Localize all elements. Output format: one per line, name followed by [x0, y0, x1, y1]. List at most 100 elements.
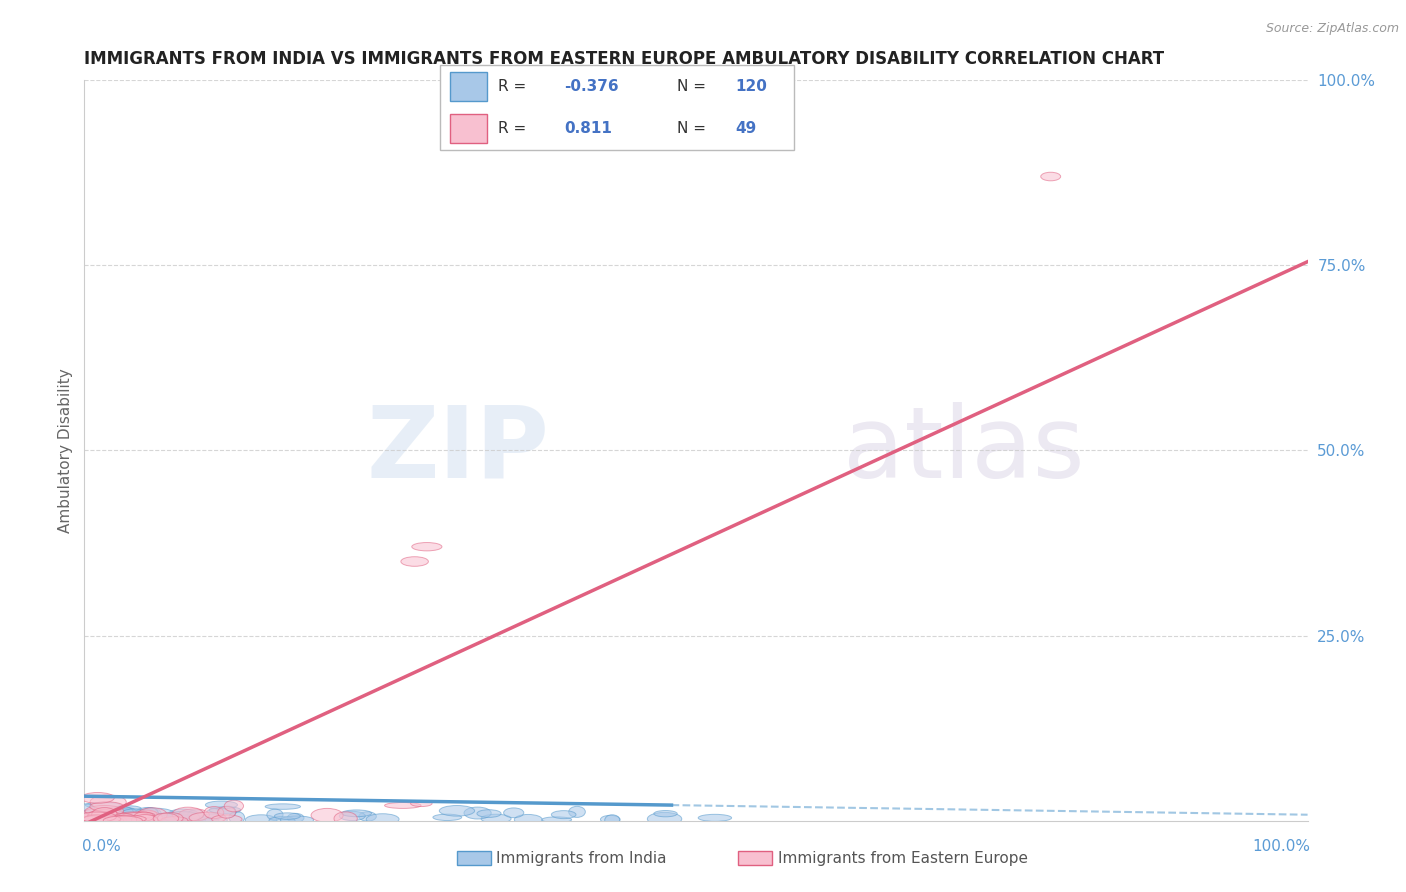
Ellipse shape — [160, 817, 190, 822]
Ellipse shape — [188, 810, 204, 819]
Ellipse shape — [98, 814, 114, 822]
Ellipse shape — [115, 805, 141, 812]
Ellipse shape — [551, 811, 576, 819]
Ellipse shape — [136, 810, 157, 819]
Ellipse shape — [568, 806, 585, 817]
Ellipse shape — [114, 813, 141, 821]
Ellipse shape — [79, 815, 110, 823]
Ellipse shape — [93, 812, 115, 819]
Ellipse shape — [93, 816, 110, 824]
Ellipse shape — [107, 809, 142, 822]
Ellipse shape — [100, 815, 122, 826]
Ellipse shape — [209, 806, 240, 814]
Ellipse shape — [134, 812, 155, 821]
Text: 0.0%: 0.0% — [82, 839, 121, 855]
Ellipse shape — [280, 816, 314, 824]
Ellipse shape — [84, 805, 124, 816]
Ellipse shape — [219, 806, 236, 818]
Text: 49: 49 — [735, 121, 756, 136]
FancyBboxPatch shape — [440, 65, 794, 150]
Ellipse shape — [605, 814, 620, 826]
Ellipse shape — [103, 810, 135, 822]
Ellipse shape — [131, 814, 157, 826]
Ellipse shape — [94, 816, 124, 824]
Text: atlas: atlas — [842, 402, 1084, 499]
Ellipse shape — [101, 812, 120, 824]
Ellipse shape — [79, 816, 108, 825]
Text: Immigrants from Eastern Europe: Immigrants from Eastern Europe — [778, 851, 1028, 865]
Ellipse shape — [107, 815, 146, 822]
Ellipse shape — [155, 814, 183, 823]
Ellipse shape — [91, 814, 108, 825]
Text: R =: R = — [498, 121, 526, 136]
Text: Immigrants from India: Immigrants from India — [496, 851, 666, 865]
Ellipse shape — [118, 812, 155, 819]
Ellipse shape — [160, 815, 180, 821]
Ellipse shape — [267, 809, 283, 821]
Ellipse shape — [76, 817, 105, 824]
Ellipse shape — [75, 813, 101, 822]
Ellipse shape — [134, 814, 163, 822]
Ellipse shape — [167, 814, 184, 823]
Ellipse shape — [114, 814, 149, 826]
Ellipse shape — [229, 812, 245, 823]
Ellipse shape — [111, 814, 136, 826]
Text: IMMIGRANTS FROM INDIA VS IMMIGRANTS FROM EASTERN EUROPE AMBULATORY DISABILITY CO: IMMIGRANTS FROM INDIA VS IMMIGRANTS FROM… — [84, 50, 1164, 68]
Ellipse shape — [90, 815, 117, 822]
Ellipse shape — [515, 814, 543, 825]
Ellipse shape — [98, 814, 118, 827]
Ellipse shape — [120, 809, 149, 822]
Ellipse shape — [118, 814, 149, 823]
Ellipse shape — [167, 814, 194, 827]
Ellipse shape — [77, 804, 96, 816]
Ellipse shape — [87, 810, 120, 823]
Ellipse shape — [647, 813, 682, 825]
Ellipse shape — [90, 814, 124, 820]
Ellipse shape — [77, 818, 96, 823]
Ellipse shape — [120, 814, 145, 823]
Ellipse shape — [79, 814, 98, 824]
Ellipse shape — [699, 814, 731, 822]
Ellipse shape — [366, 814, 399, 825]
Ellipse shape — [138, 808, 167, 822]
Ellipse shape — [118, 814, 136, 822]
Text: 120: 120 — [735, 79, 768, 94]
Ellipse shape — [103, 814, 125, 822]
Text: -0.376: -0.376 — [564, 79, 619, 94]
Ellipse shape — [86, 803, 121, 808]
Ellipse shape — [181, 810, 197, 817]
Ellipse shape — [464, 807, 491, 819]
Ellipse shape — [91, 812, 121, 822]
Ellipse shape — [401, 557, 429, 566]
Ellipse shape — [100, 814, 125, 823]
Ellipse shape — [114, 814, 136, 820]
Ellipse shape — [176, 814, 205, 826]
Ellipse shape — [84, 812, 117, 824]
Ellipse shape — [385, 803, 420, 808]
Ellipse shape — [481, 814, 512, 823]
Ellipse shape — [179, 812, 204, 819]
Text: Source: ZipAtlas.com: Source: ZipAtlas.com — [1265, 22, 1399, 36]
Ellipse shape — [72, 814, 105, 822]
Ellipse shape — [218, 806, 236, 818]
Ellipse shape — [1040, 172, 1060, 181]
Ellipse shape — [439, 805, 475, 816]
Ellipse shape — [145, 814, 181, 821]
Ellipse shape — [172, 807, 204, 822]
Ellipse shape — [477, 810, 501, 817]
Ellipse shape — [212, 815, 242, 823]
Ellipse shape — [103, 816, 142, 825]
Ellipse shape — [205, 801, 238, 809]
Ellipse shape — [342, 810, 371, 817]
Ellipse shape — [412, 542, 441, 551]
Ellipse shape — [541, 817, 572, 822]
Ellipse shape — [335, 812, 357, 825]
Ellipse shape — [145, 814, 174, 825]
Ellipse shape — [110, 814, 128, 827]
Ellipse shape — [94, 815, 131, 824]
Ellipse shape — [179, 809, 209, 821]
Ellipse shape — [73, 816, 101, 825]
Ellipse shape — [127, 814, 156, 826]
Ellipse shape — [135, 814, 157, 822]
Ellipse shape — [94, 814, 131, 822]
